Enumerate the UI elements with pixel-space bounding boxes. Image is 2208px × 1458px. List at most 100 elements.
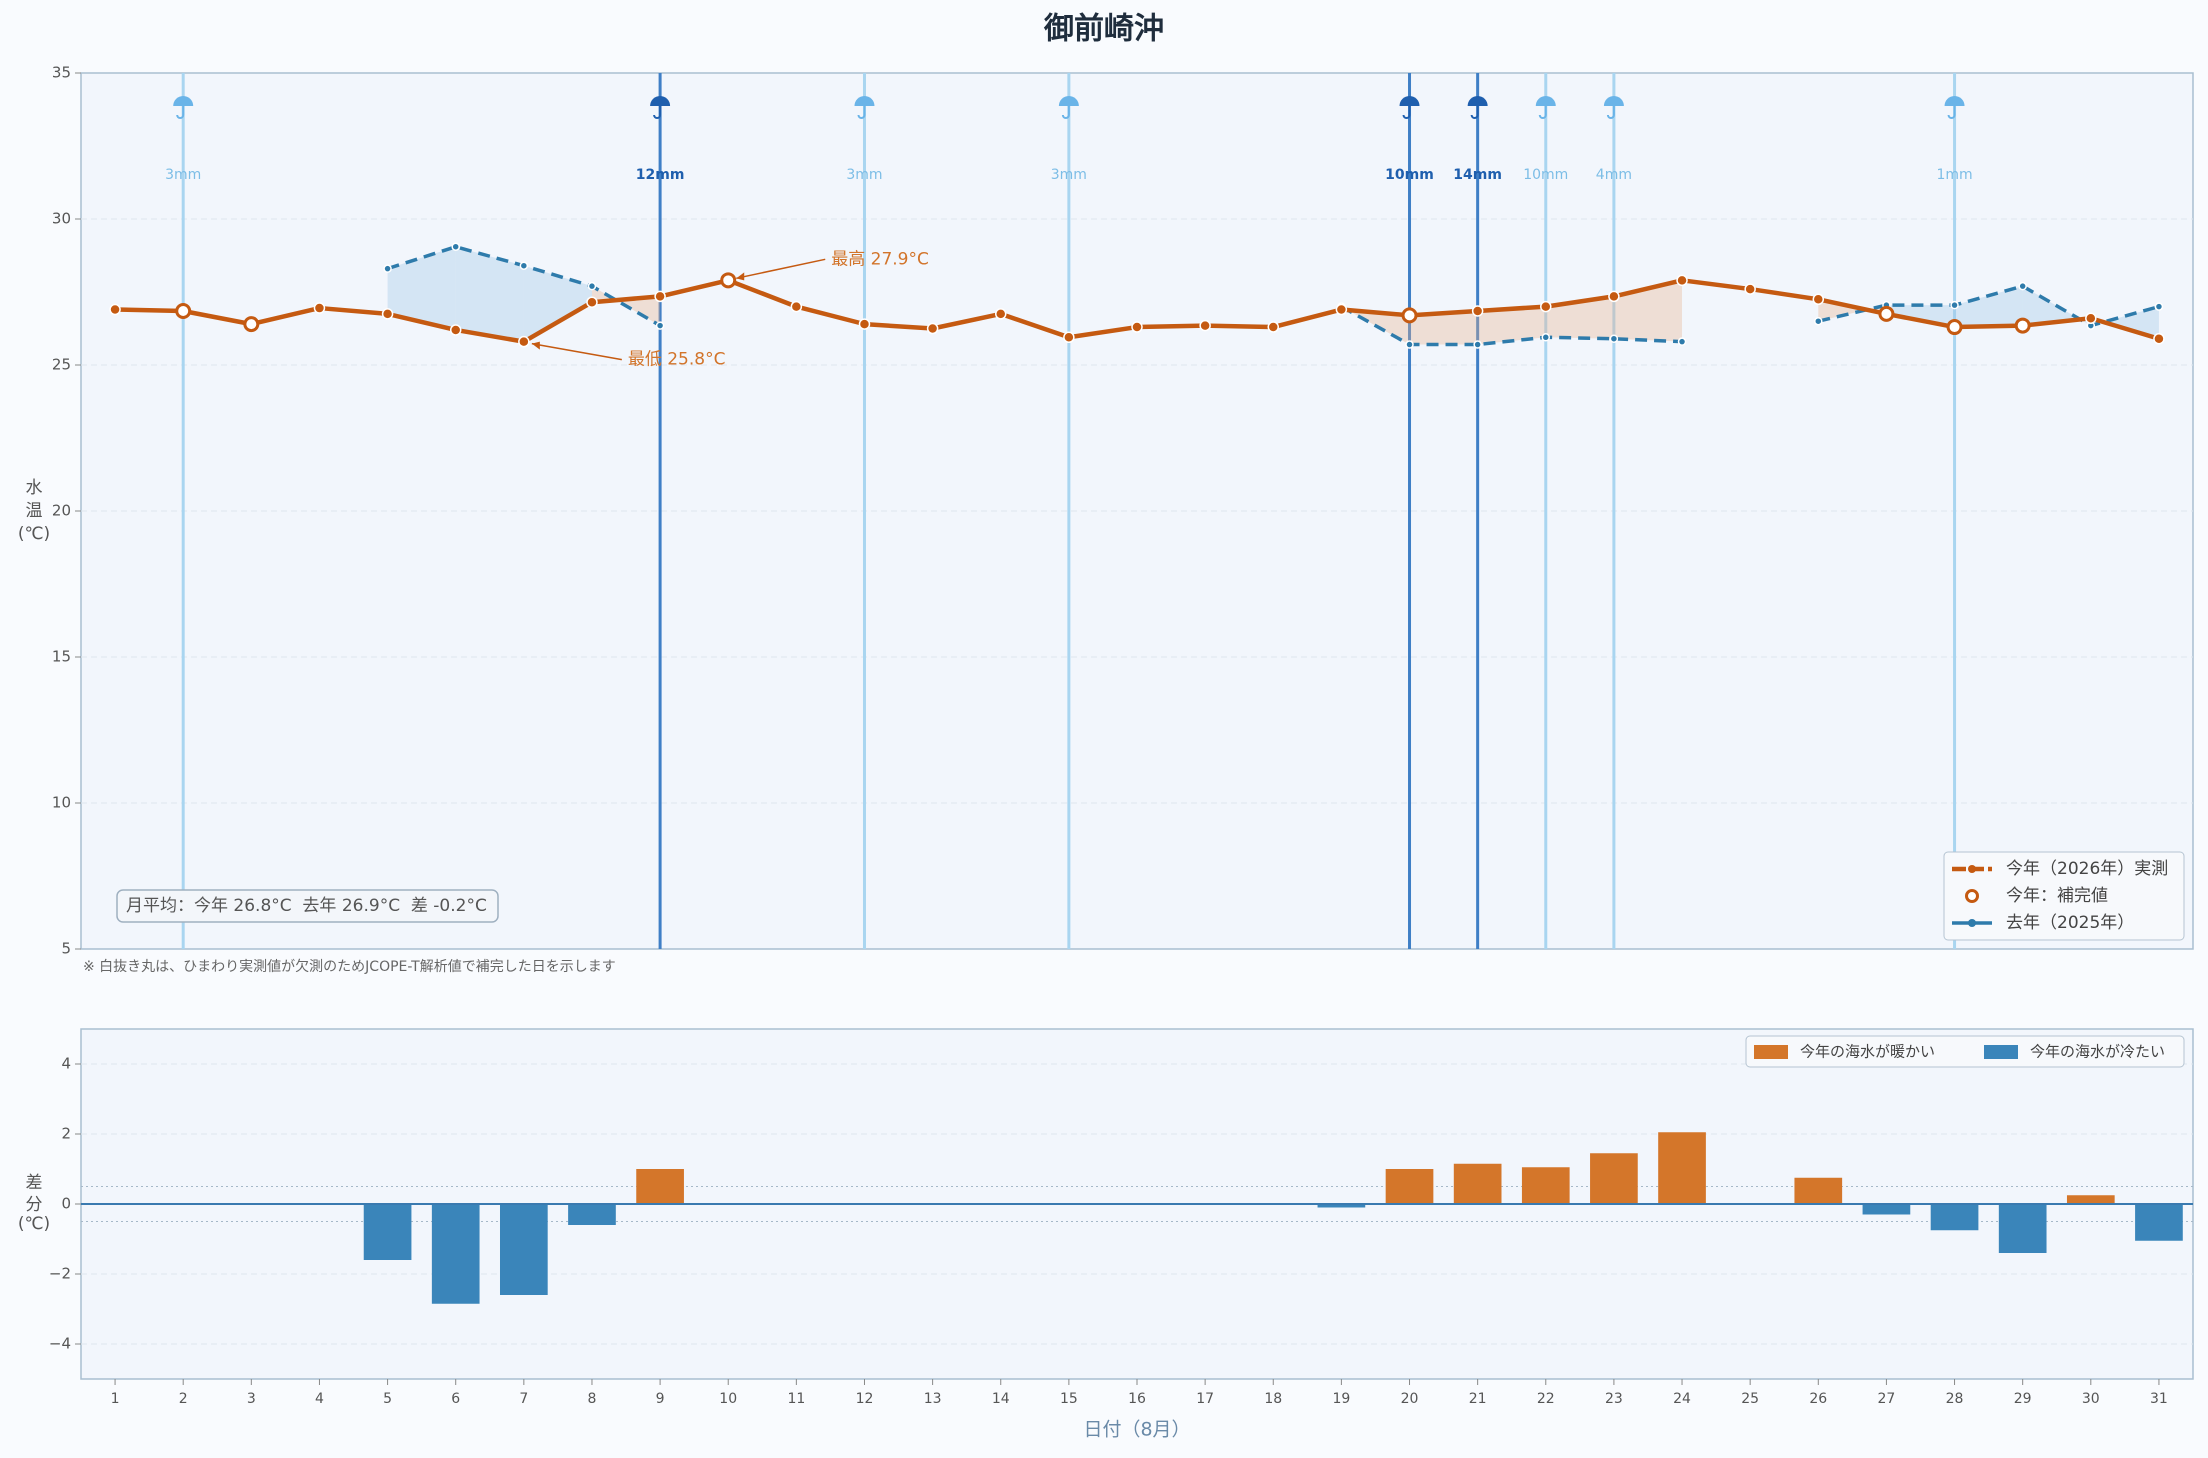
diff-fill xyxy=(455,246,524,342)
data-point xyxy=(1541,333,1551,342)
bar xyxy=(1590,1153,1638,1204)
diff-fill xyxy=(1545,296,1614,339)
y-tick-label: −4 xyxy=(49,1335,71,1353)
bar xyxy=(1794,1177,1843,1204)
y-tick-label: 25 xyxy=(52,356,71,374)
imputed-point xyxy=(1401,307,1418,324)
y-tick-label: −2 xyxy=(49,1265,71,1283)
rain-label: 12mm xyxy=(636,167,685,183)
bar xyxy=(1930,1204,1979,1231)
data-point xyxy=(654,290,666,303)
data-point xyxy=(1812,293,1825,306)
y-axis-label: 差 xyxy=(26,1173,43,1193)
y-axis-label: 分 xyxy=(26,1195,43,1215)
imputed-point xyxy=(175,302,192,319)
y-tick-label: 15 xyxy=(52,648,71,666)
legend-swatch xyxy=(1968,919,1976,927)
x-tick-label: 29 xyxy=(2014,1391,2032,1407)
x-tick-label: 15 xyxy=(1060,1391,1078,1407)
rain-icon xyxy=(854,96,875,119)
data-point xyxy=(1744,283,1756,295)
data-point xyxy=(1608,290,1620,303)
x-tick-label: 25 xyxy=(1741,1391,1759,1407)
data-point xyxy=(926,322,939,335)
data-point xyxy=(2153,332,2165,345)
legend-box xyxy=(1745,1035,2185,1068)
umbrella xyxy=(1399,96,1420,106)
imputed-point xyxy=(243,316,260,333)
rain-icon xyxy=(650,96,671,119)
legend-swatch xyxy=(1984,1045,2018,1059)
chart-title: 御前崎沖 xyxy=(1043,12,1164,47)
rain-label: 3mm xyxy=(1051,167,1087,183)
bar xyxy=(1658,1132,1706,1204)
rain-icon xyxy=(173,96,194,119)
bar xyxy=(1385,1169,1434,1204)
data-point xyxy=(655,321,665,330)
summary: 月平均：今年 26.8°C 去年 26.9°C 差 -0.2°C xyxy=(126,896,487,916)
data-point xyxy=(1676,274,1688,287)
rain-label: 4mm xyxy=(1596,167,1632,183)
x-tick-label: 31 xyxy=(2150,1391,2168,1407)
annotation: 最低 25.8°C xyxy=(628,350,726,370)
diff-fill xyxy=(1477,306,1546,345)
data-point xyxy=(449,324,462,336)
umbrella xyxy=(173,96,194,106)
data-point xyxy=(451,242,460,251)
rain-label: 1mm xyxy=(1936,167,1972,183)
data-point xyxy=(381,308,394,320)
y-axis-label: (℃) xyxy=(18,524,50,544)
umbrella xyxy=(1058,96,1079,106)
rain-icon xyxy=(1944,96,1965,119)
umbrella-handle xyxy=(1470,106,1479,119)
x-tick-label: 18 xyxy=(1264,1391,1282,1407)
diff-fill xyxy=(1613,280,1683,342)
rain-label: 14mm xyxy=(1453,167,1502,183)
data-point xyxy=(790,300,803,313)
rain-label: 3mm xyxy=(846,167,882,183)
rain-icon xyxy=(1399,96,1420,119)
legend-label: 今年の海水が冷たい xyxy=(2030,1043,2165,1061)
x-tick-label: 20 xyxy=(1401,1391,1419,1407)
umbrella xyxy=(650,96,671,106)
bar xyxy=(1317,1204,1366,1208)
bar xyxy=(2135,1204,2183,1241)
data-point xyxy=(519,261,529,270)
y-tick-label: 5 xyxy=(61,940,71,958)
x-tick-label: 16 xyxy=(1128,1391,1146,1407)
data-point xyxy=(1814,316,1823,326)
diff-fill xyxy=(1409,310,1478,345)
annotation-arrow xyxy=(736,258,826,280)
x-tick-label: 6 xyxy=(451,1391,460,1407)
data-point xyxy=(313,302,326,314)
rain-icon xyxy=(1535,96,1556,119)
x-tick-label: 4 xyxy=(315,1391,324,1407)
legend-swatch xyxy=(1754,1045,1788,1059)
umbrella-handle xyxy=(653,106,662,119)
diff-fill xyxy=(1954,286,2023,328)
footnote: ※ 白抜き丸は、ひまわり実測値が欠測のためJCOPE-T解析値で補完した日を示し… xyxy=(83,959,616,975)
y-tick-label: 0 xyxy=(61,1195,71,1213)
data-point xyxy=(1063,331,1075,344)
umbrella-handle xyxy=(857,106,866,119)
annotation: 最高 27.9°C xyxy=(831,249,929,269)
y-tick-label: 35 xyxy=(52,64,71,82)
umbrella-handle xyxy=(1947,106,1956,119)
summary-box xyxy=(116,889,499,923)
rain-icon xyxy=(1603,96,1624,119)
x-tick-label: 5 xyxy=(383,1391,392,1407)
bar xyxy=(1453,1163,1502,1204)
x-tick-label: 19 xyxy=(1332,1391,1350,1407)
data-point xyxy=(858,318,871,330)
bar xyxy=(636,1169,684,1204)
data-point xyxy=(2018,281,2027,291)
x-tick-label: 26 xyxy=(1809,1391,1827,1407)
data-point xyxy=(2085,312,2097,325)
x-tick-label: 12 xyxy=(856,1391,874,1407)
data-point xyxy=(1131,321,1143,333)
x-tick-label: 9 xyxy=(656,1391,665,1407)
umbrella-handle xyxy=(176,106,185,119)
data-point xyxy=(1335,303,1348,316)
y-axis-label: 温 xyxy=(26,501,43,521)
data-point xyxy=(586,296,598,308)
